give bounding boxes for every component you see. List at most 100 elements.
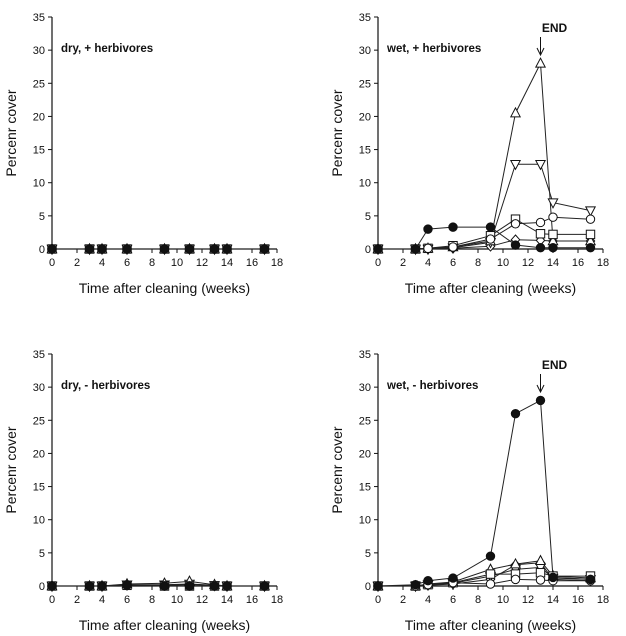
y-tick-label: 35 [33,12,45,24]
y-tick-label: 20 [359,448,371,460]
x-tick-label: 14 [547,257,559,269]
data-point-filled-circle [47,581,57,591]
data-point-filled-circle [122,579,132,590]
x-tick-label: 18 [271,257,283,269]
y-tick-label: 0 [39,581,45,593]
x-tick-label: 14 [221,594,233,606]
x-tick-label: 8 [475,594,481,606]
x-tick-label: 0 [375,257,381,269]
x-tick-label: 16 [572,594,584,606]
y-tick-label: 30 [33,382,45,394]
x-axis-label: Time after cleaning (weeks) [405,617,576,633]
end-annotation-label: END [542,358,568,372]
data-point-open-triangle-down [534,159,547,171]
panel-title: wet, + herbivores [386,43,481,55]
y-axis-label: Percenr cover [329,426,345,513]
x-tick-label: 12 [196,594,208,606]
chart-panel-2: 0 5 10 15 20 25 30 35 0 2 4 6 8 10 12 14 16 18 Time after … [329,12,609,296]
x-tick-label: 14 [547,594,559,606]
data-point-filled-circle [510,240,521,250]
y-tick-label: 0 [39,244,45,256]
y-tick-label: 15 [33,145,45,157]
y-tick-label: 20 [359,111,371,123]
y-tick-label: 15 [359,482,371,494]
chart-panel-1: 0 5 10 15 20 25 30 35 0 2 4 6 8 10 12 14 16 18 Time after … [3,12,283,296]
x-tick-label: 10 [497,594,509,606]
data-point-filled-circle [259,581,270,591]
y-tick-label: 30 [359,45,371,57]
data-point-filled-circle [410,579,421,590]
x-axis-label: Time after cleaning (weeks) [79,617,250,633]
y-tick-label: 25 [359,415,371,427]
y-tick-label: 35 [33,349,45,361]
y-tick-label: 30 [33,45,45,57]
data-point-filled-circle [485,222,496,232]
data-point-filled-circle [548,572,558,583]
data-point-filled-circle [184,581,195,591]
x-tick-label: 16 [572,257,584,269]
data-point-filled-circle [423,575,433,586]
x-tick-label: 4 [425,594,431,606]
panel-title: dry, + herbivores [61,43,153,55]
data-point-open-circle [448,242,458,252]
data-point-filled-circle [373,244,383,254]
series-line-open-triangle-up [378,560,591,587]
x-tick-label: 8 [475,257,481,269]
x-tick-label: 18 [597,594,609,606]
end-arrow-head [536,384,545,394]
x-tick-label: 6 [124,257,130,269]
x-tick-label: 0 [375,594,381,606]
data-point-filled-circle [510,408,521,419]
data-point-open-triangle-up [509,557,522,569]
data-point-filled-circle [373,581,383,591]
series-line-filled-circle [377,399,591,587]
y-tick-label: 15 [359,145,371,157]
y-tick-label: 25 [33,78,45,90]
data-point-open-circle [423,243,433,254]
data-point-open-square [535,229,546,239]
x-tick-label: 10 [171,257,183,269]
data-point-open-circle [510,219,521,229]
data-point-filled-circle [222,244,232,254]
y-tick-label: 10 [359,178,371,190]
y-axis-label: Percenr cover [329,89,345,176]
y-tick-label: 5 [365,211,371,223]
end-arrow-head [536,47,545,57]
data-point-filled-circle [423,224,433,234]
y-axis-label: Percenr cover [3,426,19,513]
series-line-open-triangle-up [378,61,591,250]
data-point-filled-circle [84,244,95,254]
y-tick-label: 5 [39,211,45,223]
y-tick-label: 30 [359,382,371,394]
y-tick-label: 5 [39,548,45,560]
series-line-open-triangle-down [378,163,591,250]
y-tick-label: 35 [359,12,371,24]
end-annotation-label: END [542,21,568,35]
series-line-open-square [378,218,591,250]
x-axis-label: Time after cleaning (weeks) [79,280,250,296]
x-tick-label: 4 [99,257,105,269]
data-point-open-circle [535,575,546,585]
data-point-filled-circle [535,395,546,406]
y-tick-label: 35 [359,349,371,361]
data-point-open-triangle-down [584,206,597,217]
x-tick-label: 6 [450,257,456,269]
x-axis-label: Time after cleaning (weeks) [405,280,576,296]
y-tick-label: 0 [365,244,371,256]
data-point-filled-circle [159,581,170,591]
y-tick-label: 0 [365,581,371,593]
y-tick-label: 10 [33,515,45,527]
series-line-filled-circle [378,226,591,250]
x-tick-label: 16 [246,257,258,269]
x-tick-label: 0 [49,594,55,606]
data-point-filled-circle [84,581,95,591]
x-tick-label: 4 [99,594,105,606]
y-axis-label: Percenr cover [3,89,19,176]
data-point-filled-circle [184,244,195,254]
chart-panel-3: 0 5 10 15 20 25 30 35 0 2 4 6 8 10 12 14 16 18 Time after … [3,349,283,633]
data-point-open-square [548,229,558,240]
y-tick-label: 10 [33,178,45,190]
x-tick-label: 8 [149,257,155,269]
data-point-open-triangle-up [534,554,547,566]
